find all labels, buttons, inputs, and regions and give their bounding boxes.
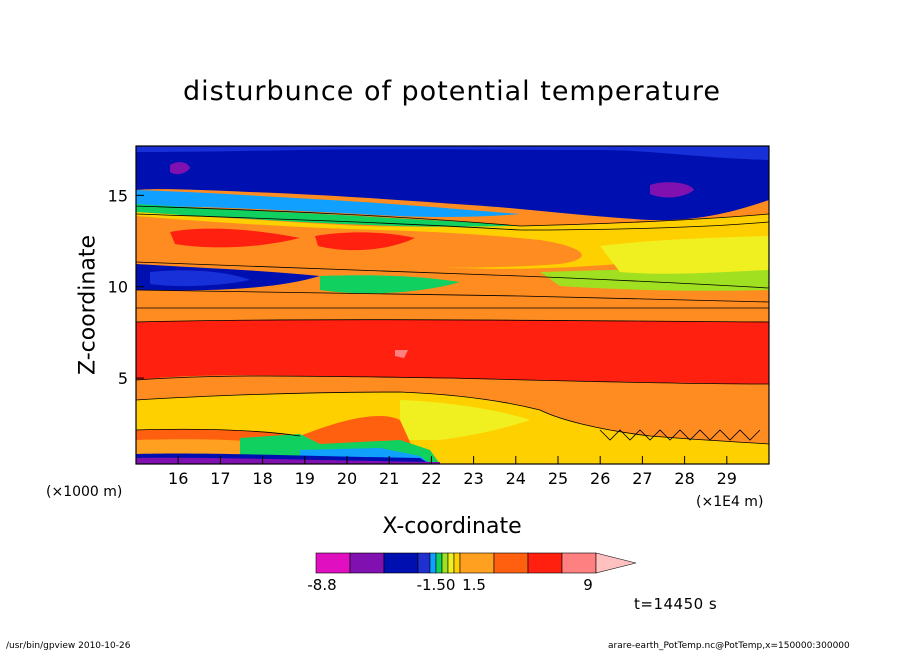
purple-bottom — [136, 457, 440, 464]
blue-patch-mid — [150, 270, 250, 287]
red-patch-1 — [170, 228, 300, 248]
purple-blob-2 — [650, 182, 694, 198]
x-tick-label: 29 — [717, 469, 737, 488]
x-tick-label: 25 — [548, 469, 568, 488]
band-orange-mid — [136, 262, 769, 308]
band-top-lightblue — [136, 146, 769, 160]
y-tick-label: 10 — [108, 278, 128, 297]
heatmap-field — [136, 146, 769, 464]
footer-left: /usr/bin/gpview 2010-10-26 — [6, 641, 131, 651]
x-tick-label: 19 — [295, 469, 315, 488]
x-axis-ticks: 16 17 18 19 20 21 22 23 24 25 26 27 28 29 — [168, 456, 737, 488]
x-tick-label: 27 — [632, 469, 652, 488]
colorbar-swatch — [315, 552, 351, 574]
x-tick-label: 24 — [506, 469, 526, 488]
green-patch-mid — [320, 275, 460, 294]
colorbar-swatch — [417, 552, 431, 574]
x-tick-label: 21 — [379, 469, 399, 488]
colorbar-swatch — [383, 552, 419, 574]
yellow-patch-lower — [400, 400, 530, 440]
x-axis-label: X-coordinate — [382, 514, 522, 539]
red-patch-2 — [315, 232, 415, 251]
colorbar-swatch — [459, 552, 495, 574]
colorbar-swatch — [493, 552, 529, 574]
colorbar-swatch — [441, 552, 449, 574]
purple-blob-1 — [170, 162, 190, 175]
x-tick-label: 28 — [674, 469, 694, 488]
band-red-mid — [136, 319, 769, 384]
colorbar: -8.8 -1.50 1.5 9 — [307, 552, 637, 594]
footer-right: arare-earth_PotTemp.nc@PotTemp,x=150000:… — [608, 641, 850, 651]
colorbar-label: -8.8 — [307, 576, 336, 594]
x-unit-right-label: (×1E4 m) — [696, 494, 764, 510]
y-axis-ticks: 5 10 15 — [108, 186, 144, 388]
colorbar-swatch — [447, 552, 455, 574]
colorbar-arrow — [595, 552, 637, 574]
y-tick-label: 15 — [108, 186, 128, 205]
x-tick-label: 20 — [337, 469, 357, 488]
plot-frame — [135, 145, 770, 465]
chart-title: disturbunce of potential temperature — [183, 76, 721, 107]
colorbar-swatch — [435, 552, 443, 574]
colorbar-label: 1.5 — [462, 576, 486, 594]
x-tick-label: 17 — [210, 469, 230, 488]
colorbar-swatch — [349, 552, 385, 574]
band-cyan — [136, 190, 520, 217]
x-tick-label: 26 — [590, 469, 610, 488]
colorbar-swatch — [453, 552, 461, 574]
colorbar-swatch — [527, 552, 563, 574]
time-label: t=14450 s — [634, 595, 718, 613]
colorbar-swatch — [561, 552, 597, 574]
y-axis-label: Z-coordinate — [75, 235, 101, 375]
x-tick-label: 16 — [168, 469, 188, 488]
band-top-blue — [136, 146, 769, 221]
colorbar-label: 9 — [583, 576, 593, 594]
colorbar-swatch — [429, 552, 437, 574]
band-yellow-right — [600, 236, 769, 274]
colorbar-label: -1.50 — [417, 576, 456, 594]
x-tick-label: 23 — [463, 469, 483, 488]
x-tick-label: 18 — [252, 469, 272, 488]
x-tick-label: 22 — [421, 469, 441, 488]
x-unit-left-label: (×1000 m) — [46, 484, 123, 500]
pink-spot — [395, 350, 408, 358]
y-tick-label: 5 — [118, 369, 128, 388]
